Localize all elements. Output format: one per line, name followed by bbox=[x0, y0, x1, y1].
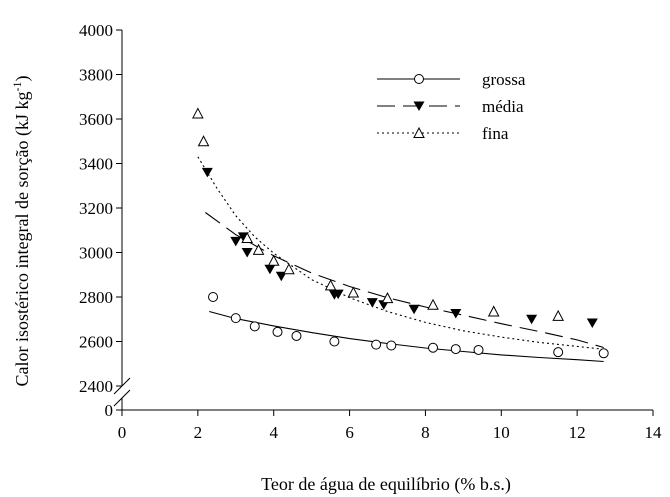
x-tick-label: 12 bbox=[569, 423, 586, 442]
data-point-fina bbox=[552, 309, 565, 321]
data-point-media bbox=[408, 304, 420, 315]
data-point-media bbox=[264, 264, 276, 275]
legend-label-grossa: grossa bbox=[482, 70, 526, 89]
y-tick-label: 4000 bbox=[79, 21, 113, 40]
data-point-grossa bbox=[272, 326, 283, 337]
data-point-grossa bbox=[329, 336, 340, 347]
y-axis-label-unit-exponent: -1 bbox=[10, 82, 24, 92]
y-axis-label-main: Calor isostérico integral de sorção (kJ … bbox=[12, 92, 33, 387]
axis-break-mark-lower bbox=[113, 389, 131, 407]
y-tick-label: 3200 bbox=[79, 199, 113, 218]
legend-marker-grossa bbox=[414, 74, 424, 84]
data-point-media bbox=[526, 314, 538, 325]
y-tick-label: 3000 bbox=[79, 244, 113, 263]
x-tick-label: 0 bbox=[118, 423, 127, 442]
data-point-grossa bbox=[553, 347, 564, 358]
fit-line-grossa bbox=[209, 310, 604, 363]
data-point-fina bbox=[487, 305, 500, 317]
data-point-grossa bbox=[291, 330, 302, 341]
data-point-grossa bbox=[230, 313, 241, 324]
data-point-media bbox=[241, 248, 253, 258]
data-point-fina bbox=[192, 107, 204, 119]
data-point-grossa bbox=[249, 321, 260, 332]
x-axis-label: Teor de água de equilíbrio (% b.s.) bbox=[261, 474, 511, 495]
x-tick-label: 14 bbox=[645, 423, 663, 442]
y-tick-label: 0 bbox=[105, 401, 114, 420]
y-tick-label: 3800 bbox=[79, 66, 113, 85]
data-point-media bbox=[201, 167, 213, 178]
legend-label-fina: fina bbox=[482, 124, 509, 143]
data-point-grossa bbox=[208, 292, 219, 302]
x-tick-label: 10 bbox=[493, 423, 510, 442]
y-axis-label: Calor isostérico integral de sorção (kJ … bbox=[10, 76, 33, 387]
data-point-fina bbox=[241, 231, 253, 244]
axes: 2400 2600 2800 3000 3200 3400 3600 3800 4000 00 2 4… bbox=[79, 21, 662, 442]
data-point-grossa bbox=[450, 344, 461, 355]
data-point-grossa bbox=[473, 344, 484, 355]
legend-marker-fina bbox=[413, 126, 425, 138]
data-point-fina bbox=[427, 298, 439, 310]
x-tick-label: 2 bbox=[194, 423, 203, 442]
legend-marker-media bbox=[413, 101, 425, 111]
data-point-grossa bbox=[371, 339, 382, 350]
fit-line-media bbox=[205, 212, 604, 349]
data-point-fina bbox=[324, 279, 337, 291]
data-point-media bbox=[332, 289, 344, 300]
data-point-media bbox=[586, 318, 598, 329]
plot-area bbox=[192, 107, 609, 363]
y-tick-label: 3400 bbox=[79, 155, 113, 174]
data-point-grossa bbox=[386, 340, 397, 351]
y-tick-label: 3600 bbox=[79, 110, 113, 129]
data-point-fina bbox=[283, 263, 295, 275]
data-point-fina bbox=[197, 135, 210, 147]
y-axis-label-close: ) bbox=[12, 76, 33, 82]
y-tick-label: 2600 bbox=[79, 333, 113, 352]
y-tick-label: 2400 bbox=[79, 377, 113, 396]
data-point-fina bbox=[252, 243, 265, 255]
legend: grossa média fina bbox=[377, 70, 526, 143]
data-point-media bbox=[366, 298, 378, 308]
fit-line-fina bbox=[197, 156, 604, 350]
data-point-fina bbox=[347, 286, 360, 298]
legend-label-media: média bbox=[482, 97, 524, 116]
data-point-media bbox=[450, 308, 462, 319]
data-point-grossa bbox=[598, 348, 609, 359]
y-tick-label: 2800 bbox=[79, 288, 113, 307]
data-point-fina bbox=[267, 254, 280, 266]
x-tick-label: 8 bbox=[421, 423, 430, 442]
x-tick-label: 4 bbox=[269, 423, 278, 442]
data-point-media bbox=[230, 236, 242, 247]
data-point-grossa bbox=[428, 342, 439, 353]
x-tick-label: 6 bbox=[345, 423, 354, 442]
data-point-fina bbox=[381, 292, 394, 304]
